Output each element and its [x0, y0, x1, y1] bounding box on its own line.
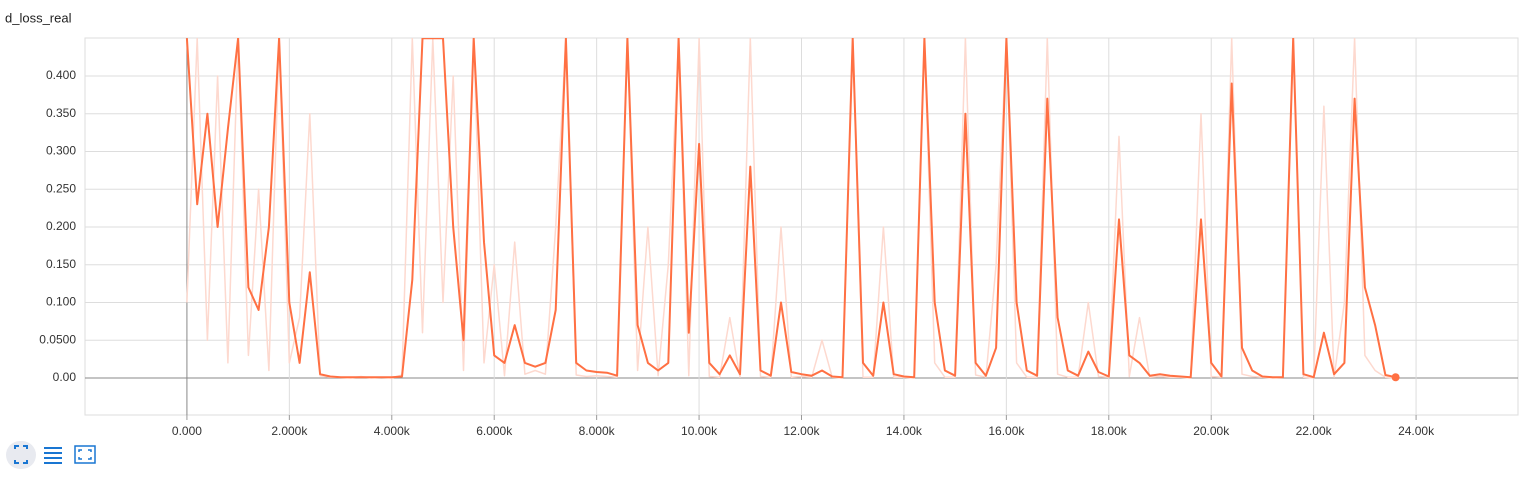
x-tick-label: 6.000k: [476, 424, 513, 438]
series-line: [185, 38, 1396, 379]
series-line: [186, 38, 1396, 379]
x-tick-label: 18.00k: [1091, 424, 1128, 438]
x-tick-label: 12.00k: [783, 424, 820, 438]
y-tick-label: 0.250: [46, 181, 76, 195]
x-tick-label: 20.00k: [1193, 424, 1230, 438]
y-tick-label: 0.0500: [39, 332, 76, 346]
y-tick-label: 0.200: [46, 219, 76, 233]
y-tick-label: 0.300: [46, 144, 76, 158]
y-tick-label: 0.400: [46, 68, 76, 82]
x-tick-label: 0.000: [172, 424, 202, 438]
x-tick-label: 10.00k: [681, 424, 718, 438]
chart-title: d_loss_real: [5, 10, 72, 25]
y-tick-label: 0.100: [46, 295, 76, 309]
last-point: [1391, 373, 1400, 382]
x-tick-label: 4.000k: [374, 424, 411, 438]
x-tick-label: 24.00k: [1398, 424, 1435, 438]
x-tick-label: 16.00k: [988, 424, 1025, 438]
y-tick-label: 0.150: [46, 257, 76, 271]
list-button[interactable]: [44, 447, 62, 464]
expand-icon: [78, 449, 92, 460]
y-tick-label: 0.00: [53, 370, 77, 384]
x-tick-label: 14.00k: [886, 424, 923, 438]
fit-button[interactable]: [6, 441, 36, 469]
y-tick-label: 0.350: [46, 106, 76, 120]
x-tick-label: 2.000k: [271, 424, 308, 438]
fit-icon: [14, 445, 28, 464]
expand-button[interactable]: [74, 445, 96, 464]
x-tick-label: 8.000k: [579, 424, 616, 438]
toolbar: [6, 441, 96, 469]
x-tick-label: 22.00k: [1296, 424, 1333, 438]
plot-area: [185, 38, 1396, 379]
